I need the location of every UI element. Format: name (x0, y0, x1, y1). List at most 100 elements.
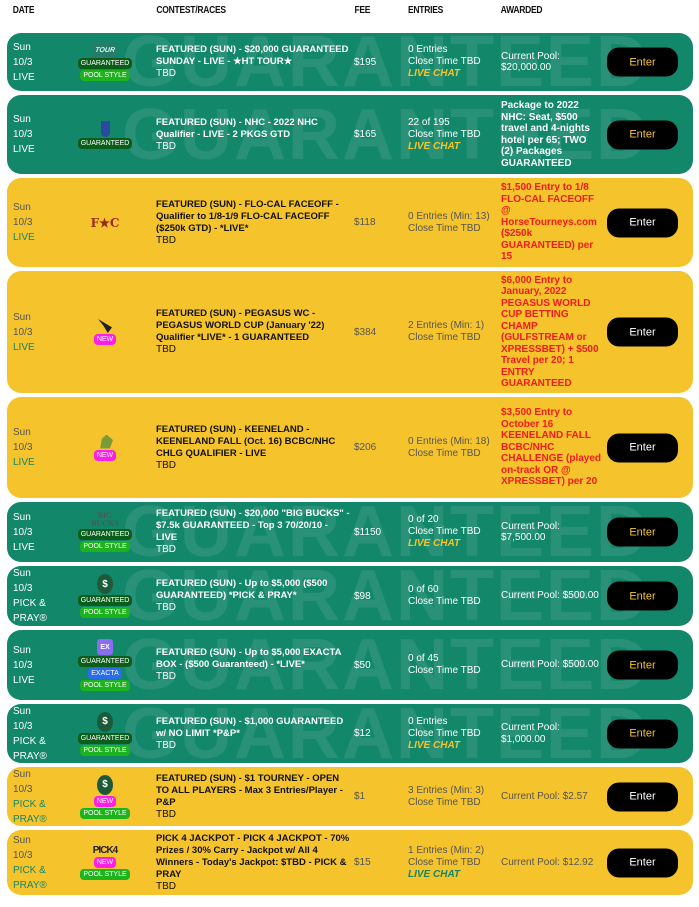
enter-button[interactable]: Enter (607, 782, 678, 811)
live-chat-link[interactable]: LIVE CHAT (408, 868, 461, 880)
enter-button[interactable]: Enter (607, 848, 678, 877)
track: TBD (156, 459, 176, 471)
live-chat-link[interactable]: LIVE CHAT (408, 140, 461, 152)
contest-row: GUARANTEED Sun 10/3 LIVE BIG BUCKS GUARANTEED… (7, 502, 693, 562)
entries-count: 22 of 195 (408, 116, 450, 128)
live-chat-link[interactable]: LIVE CHAT (408, 68, 461, 79)
contest-type: PICK & PRAY® (13, 598, 47, 624)
contest-name-link[interactable]: FEATURED (SUN) - Up to $5,000 ($500 GUAR… (156, 578, 328, 601)
contest-name-link[interactable]: FEATURED (SUN) - $20,000 GUARANTEED SUND… (156, 44, 349, 67)
track: TBD (156, 140, 176, 152)
contest-name-link[interactable]: FEATURED (SUN) - $20,000 "BIG BUCKS" - $… (156, 508, 350, 543)
logo-cell: NEW (77, 434, 133, 461)
track: TBD (156, 671, 176, 682)
awarded: Current Pool: $500.00 (501, 590, 599, 602)
contest-row: Sun 10/3 LIVE NEW FEATURED (SUN) - KEENELAND… (7, 397, 693, 498)
awarded: Current Pool: $2.57 (501, 790, 588, 802)
header-date: DATE (12, 5, 35, 16)
fee: $165 (354, 129, 377, 140)
close-time: Close Time TBD (408, 447, 481, 459)
close-time: Close Time TBD (408, 796, 481, 808)
date: 10/3 (13, 526, 33, 538)
contest-cell: FEATURED (SUN) - PEGASUS WC - PEGASUS WO… (156, 308, 351, 356)
track: TBD (156, 808, 176, 820)
badge-pool-style: POOL STYLE (80, 69, 130, 81)
enter-button[interactable]: Enter (607, 517, 678, 547)
close-time: Close Time TBD (408, 665, 481, 676)
close-time: Close Time TBD (408, 332, 481, 343)
date-cell: Sun 10/3 PICK & PRAY® (13, 833, 73, 893)
contest-row: Sun 10/3 PICK & PRAY® PICK4 NEW POOL STYLE PIC… (7, 830, 693, 895)
fee: $206 (354, 442, 377, 453)
enter-button[interactable]: Enter (607, 433, 678, 462)
logo-cell: PICK4 NEW POOL STYLE (77, 845, 133, 880)
logo-cell: EX GUARANTEED EXACTA POOL STYLE (77, 639, 133, 691)
contest-name-link[interactable]: FEATURED (SUN) - KEENELAND - KEENELAND F… (156, 423, 336, 459)
awarded: Current Pool: $20,000.00 (501, 50, 560, 74)
live-chat-link[interactable]: LIVE CHAT (408, 538, 461, 549)
entries-cell: 22 of 195 Close Time TBD LIVE CHAT (408, 117, 503, 153)
close-time: Close Time TBD (408, 222, 481, 234)
enter-button[interactable]: Enter (607, 650, 678, 680)
date-cell: Sun 10/3 LIVE (13, 425, 73, 470)
contest-name-link[interactable]: FEATURED (SUN) - Up to $5,000 EXACTA BOX… (156, 647, 342, 670)
badge-guaranteed: GUARANTEED (77, 732, 133, 744)
enter-button[interactable]: Enter (607, 120, 678, 149)
contest-type: PICK & PRAY® (13, 798, 47, 825)
entries-count: 1 Entries (Min: 2) (408, 844, 485, 856)
contest-cell: PICK 4 JACKPOT - PICK 4 JACKPOT - 70% Pr… (156, 833, 351, 893)
badge-guaranteed: GUARANTEED (77, 595, 133, 606)
logo-cell: $ NEW POOL STYLE (77, 774, 133, 819)
contest-name-link[interactable]: FEATURED (SUN) - $1 TOURNEY - OPEN TO AL… (156, 772, 343, 808)
pick4-jackpot-logo: PICK4 (92, 845, 118, 856)
contest-cell: FEATURED (SUN) - KEENELAND - KEENELAND F… (156, 424, 351, 472)
awarded: $6,000 Entry to January, 2022 PEGASUS WO… (501, 274, 599, 390)
date-cell: Sun 10/3 LIVE (13, 40, 73, 85)
enter-button[interactable]: Enter (607, 581, 678, 611)
entries-cell: 0 Entries Close Time TBD LIVE CHAT (408, 44, 503, 80)
pegasus-logo (98, 319, 112, 333)
badge-guaranteed: GUARANTEED (77, 529, 133, 540)
enter-button[interactable]: Enter (607, 719, 678, 748)
contest-cell: FEATURED (SUN) - Up to $5,000 EXACTA BOX… (156, 647, 351, 683)
contest-type: LIVE (13, 674, 35, 686)
contest-name-link[interactable]: FEATURED (SUN) - $1,000 GUARANTEED w/ NO… (156, 715, 344, 739)
day: Sun (13, 834, 31, 846)
date: 10/3 (13, 56, 33, 68)
contest-cell: FEATURED (SUN) - NHC - 2022 NHC Qualifie… (156, 117, 351, 153)
enter-button[interactable]: Enter (607, 208, 678, 237)
close-time: Close Time TBD (408, 727, 481, 739)
date: 10/3 (13, 659, 33, 671)
close-time: Close Time TBD (408, 128, 481, 140)
flo-cal-logo: F★C (90, 215, 120, 230)
entries-count: 0 of 60 (408, 584, 439, 595)
contest-row: GUARANTEED Sun 10/3 PICK & PRAY® $ GUARANTEED… (7, 704, 693, 763)
contest-name-link[interactable]: FEATURED (SUN) - PEGASUS WC - PEGASUS WO… (156, 308, 325, 343)
day: Sun (13, 768, 31, 780)
fee: $15 (354, 857, 371, 868)
close-time: Close Time TBD (408, 596, 481, 607)
badge-pool-style: POOL STYLE (80, 807, 130, 819)
contest-type: LIVE (13, 457, 35, 468)
exacta-icon: EX (97, 639, 113, 655)
fee: $12 (354, 728, 371, 739)
date: 10/3 (13, 720, 33, 732)
awarded: Current Pool: $12.92 (501, 856, 594, 868)
contest-type: LIVE (13, 541, 35, 553)
enter-button[interactable]: Enter (607, 47, 678, 77)
entries-count: 2 Entries (Min: 1) (408, 320, 485, 331)
awarded: $3,500 Entry to October 16 KEENELAND FAL… (501, 407, 602, 488)
contest-name-link[interactable]: FEATURED (SUN) - FLO-CAL FACEOFF - Quali… (156, 198, 339, 234)
live-chat-link[interactable]: LIVE CHAT (408, 739, 461, 751)
enter-button[interactable]: Enter (607, 317, 678, 347)
contest-name-link[interactable]: FEATURED (SUN) - NHC - 2022 NHC Qualifie… (156, 116, 318, 140)
day: Sun (13, 511, 31, 523)
contest-name-link[interactable]: PICK 4 JACKPOT - PICK 4 JACKPOT - 70% Pr… (156, 832, 350, 880)
date: 10/3 (13, 326, 33, 338)
keeneland-horse-logo (100, 434, 113, 449)
entries-count: 0 Entries (Min: 18) (408, 435, 490, 447)
fee: $118 (354, 217, 376, 228)
contest-type: LIVE (13, 341, 35, 353)
logo-cell: BIG BUCKS GUARANTEED POOL STYLE (77, 512, 133, 552)
header-entries: ENTRIES (408, 5, 444, 16)
